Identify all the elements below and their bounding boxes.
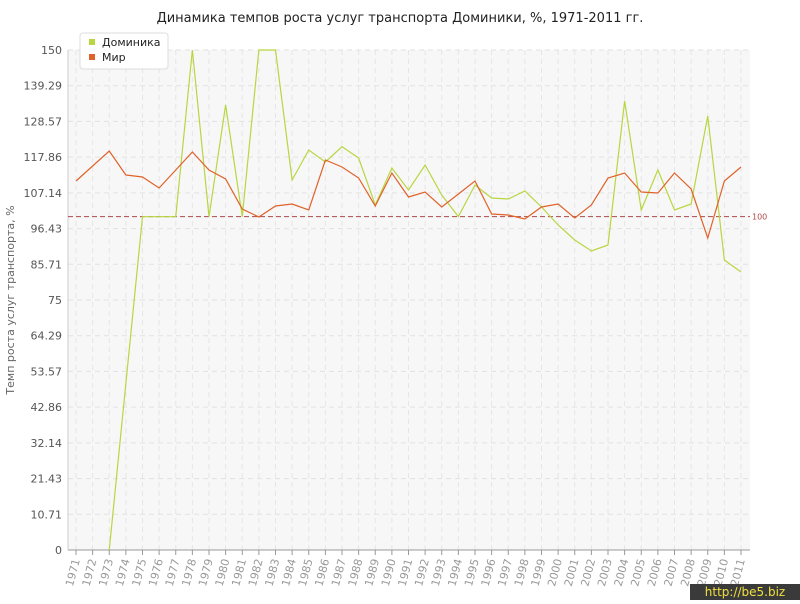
y-tick-label: 96.43 (31, 223, 63, 236)
watermark-bg (690, 584, 800, 600)
legend-box (79, 32, 169, 70)
legend-label: Доминика (102, 36, 161, 49)
series-line (108, 49, 742, 551)
watermark: http://be5.biz (705, 585, 785, 599)
y-tick-label: 139.29 (24, 80, 63, 93)
chart-title: Динамика темпов роста услуг транспорта Д… (157, 11, 644, 26)
y-tick-label: 85.71 (31, 258, 63, 271)
y-tick-label: 32.14 (31, 437, 63, 450)
y-tick-label: 128.57 (24, 115, 63, 128)
y-tick-label: 64.29 (31, 330, 63, 343)
y-tick-label: 42.86 (31, 401, 63, 414)
marks: 100 (68, 49, 767, 551)
reference-label: 100 (752, 213, 767, 222)
legend-swatch (89, 39, 95, 45)
x-tick-label: 2011 (728, 557, 748, 587)
y-tick-label: 107.14 (24, 187, 63, 200)
y-tick-label: 0 (55, 544, 62, 557)
y-tick-label: 117.86 (24, 151, 63, 164)
legend-swatch (89, 54, 95, 60)
y-tick-label: 21.43 (31, 473, 63, 486)
legend-label: Мир (102, 51, 126, 64)
grid: 0 10.71 21.43 32.14 42.86 53.57 64.29 75 85.71 96… (24, 44, 750, 588)
y-tick-label: 10.71 (31, 508, 63, 521)
y-tick-label: 75 (48, 294, 62, 307)
y-axis-label: Темп роста услуг транспорта, % (4, 205, 17, 395)
legend: Доминика Мир (79, 32, 169, 70)
y-tick-label: 53.57 (31, 365, 63, 378)
series-line (75, 150, 742, 240)
y-tick-label: 150 (41, 44, 62, 57)
